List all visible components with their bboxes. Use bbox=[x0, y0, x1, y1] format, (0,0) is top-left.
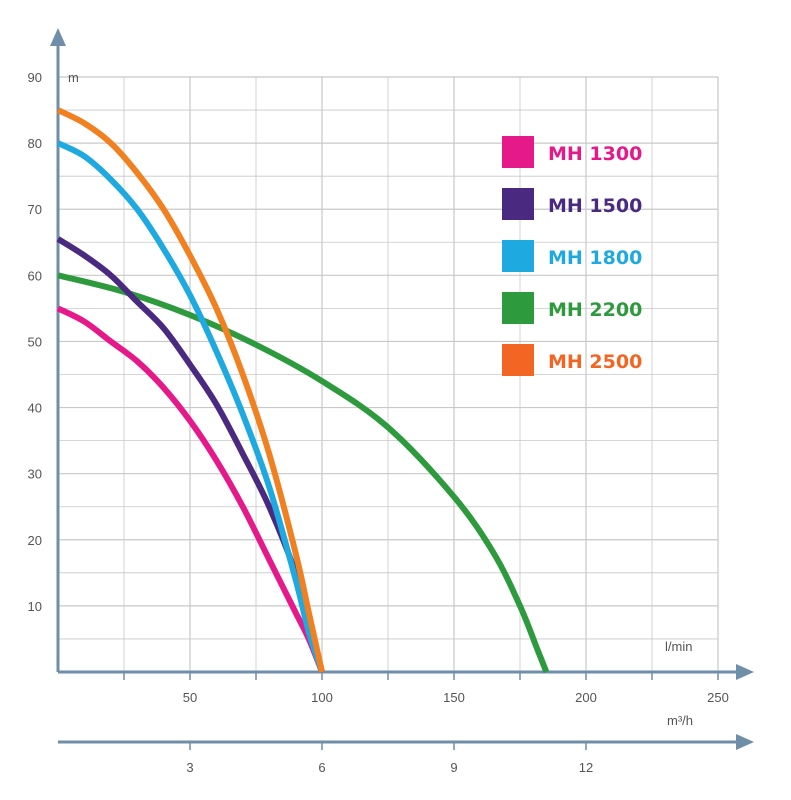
tick-labels: 10 20 30 40 50 60 70 80 90 50 100 150 200 250 3 6 9 12 bbox=[28, 70, 729, 775]
x-tick-label: 200 bbox=[575, 690, 597, 705]
series-group bbox=[56, 107, 550, 674]
legend-label: MH 1800 bbox=[548, 247, 642, 269]
series-line-mh-1800 bbox=[56, 140, 325, 673]
series-line-mh-2200 bbox=[57, 272, 550, 674]
x-tick-label: 250 bbox=[707, 690, 729, 705]
y-tick-label: 80 bbox=[28, 136, 42, 151]
grid bbox=[58, 76, 719, 672]
legend-swatch bbox=[502, 136, 534, 168]
series-line-mh-2500 bbox=[56, 107, 325, 673]
x-tick-label: 50 bbox=[183, 690, 197, 705]
legend-label: MH 1300 bbox=[548, 143, 642, 165]
y-axis-unit-label: m bbox=[68, 70, 79, 85]
legend-label: MH 2500 bbox=[548, 351, 642, 373]
series-line-mh-1300 bbox=[56, 305, 325, 674]
y-tick-label: 90 bbox=[28, 70, 42, 85]
legend-label: MH 1500 bbox=[548, 195, 642, 217]
legend-label: MH 2200 bbox=[548, 299, 642, 321]
x-axis-arrow bbox=[736, 664, 754, 680]
x-tick-label: 100 bbox=[311, 690, 333, 705]
x2-tick-label: 3 bbox=[186, 760, 193, 775]
y-tick-label: 70 bbox=[28, 202, 42, 217]
y-tick-label: 60 bbox=[28, 268, 42, 283]
x-tick-label: 150 bbox=[443, 690, 465, 705]
y-tick-label: 50 bbox=[28, 334, 42, 349]
x2-tick-label: 6 bbox=[318, 760, 325, 775]
x2-axis-unit-label: m³/h bbox=[667, 713, 693, 728]
y-tick-label: 30 bbox=[28, 467, 42, 482]
y-tick-label: 10 bbox=[28, 599, 42, 614]
y-tick-label: 20 bbox=[28, 533, 42, 548]
y-tick-label: 40 bbox=[28, 401, 42, 416]
legend-swatch bbox=[502, 292, 534, 324]
legend-swatch bbox=[502, 240, 534, 272]
x2-tick-label: 9 bbox=[450, 760, 457, 775]
axes bbox=[50, 28, 754, 750]
x-axis-unit-label: l/min bbox=[665, 639, 692, 654]
x2-axis-arrow bbox=[736, 734, 754, 750]
legend-swatch bbox=[502, 344, 534, 376]
legend-swatch bbox=[502, 188, 534, 220]
legend: MH 1300 MH 1500 MH 1800 MH 2200 MH 2500 bbox=[502, 136, 642, 376]
y-axis-arrow bbox=[50, 28, 66, 46]
x2-tick-label: 12 bbox=[579, 760, 593, 775]
